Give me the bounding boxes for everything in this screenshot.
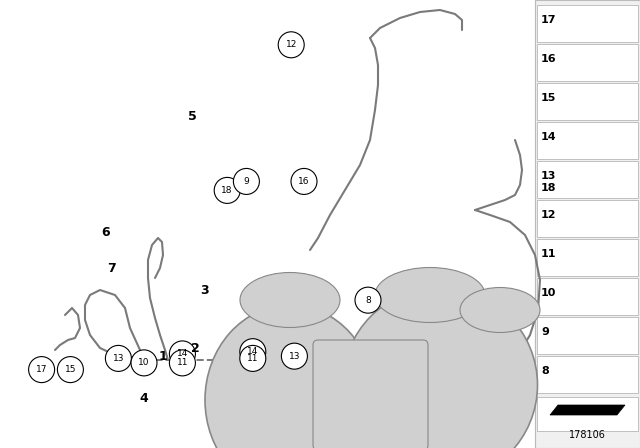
- Bar: [537, 44, 638, 81]
- Text: 15: 15: [541, 93, 556, 103]
- Text: 4: 4: [140, 392, 148, 405]
- Text: 17: 17: [36, 365, 47, 374]
- Circle shape: [240, 345, 266, 371]
- Circle shape: [170, 341, 195, 367]
- Text: 11: 11: [247, 354, 259, 363]
- Bar: [537, 83, 638, 120]
- Bar: [537, 397, 638, 431]
- Text: 9: 9: [541, 327, 549, 337]
- Text: 11: 11: [541, 249, 557, 259]
- Text: 13: 13: [289, 352, 300, 361]
- Circle shape: [240, 339, 266, 365]
- Ellipse shape: [375, 267, 485, 323]
- Bar: [537, 161, 638, 198]
- Circle shape: [355, 287, 381, 313]
- Text: 16: 16: [298, 177, 310, 186]
- Circle shape: [282, 343, 307, 369]
- Text: 11: 11: [177, 358, 188, 367]
- Circle shape: [29, 357, 54, 383]
- Circle shape: [58, 357, 83, 383]
- Bar: [537, 317, 638, 354]
- Text: 14: 14: [247, 347, 259, 356]
- Ellipse shape: [460, 288, 540, 332]
- Bar: [535, 0, 640, 448]
- Text: 15: 15: [65, 365, 76, 374]
- Text: 18: 18: [221, 186, 233, 195]
- Circle shape: [234, 168, 259, 194]
- Bar: [537, 239, 638, 276]
- FancyBboxPatch shape: [313, 340, 428, 448]
- Circle shape: [214, 177, 240, 203]
- Bar: [537, 200, 638, 237]
- Text: 7: 7: [108, 262, 116, 276]
- Text: 178106: 178106: [569, 430, 606, 440]
- Text: 17: 17: [541, 15, 557, 25]
- Text: 13: 13: [541, 171, 556, 181]
- Text: 6: 6: [101, 226, 110, 240]
- Bar: [537, 122, 638, 159]
- Ellipse shape: [342, 288, 538, 448]
- Text: 8: 8: [541, 366, 548, 376]
- Circle shape: [170, 350, 195, 376]
- Text: 18: 18: [541, 183, 557, 193]
- Text: 3: 3: [200, 284, 209, 297]
- Text: 9: 9: [244, 177, 249, 186]
- Text: 5: 5: [188, 110, 196, 123]
- Circle shape: [106, 345, 131, 371]
- Circle shape: [278, 32, 304, 58]
- Polygon shape: [550, 405, 625, 415]
- Text: 1: 1: [159, 349, 168, 363]
- Text: 16: 16: [541, 54, 557, 64]
- Text: 12: 12: [285, 40, 297, 49]
- Ellipse shape: [240, 272, 340, 327]
- Text: 10: 10: [541, 288, 556, 298]
- Text: 8: 8: [365, 296, 371, 305]
- Circle shape: [131, 350, 157, 376]
- Text: 13: 13: [113, 354, 124, 363]
- Text: 10: 10: [138, 358, 150, 367]
- Bar: [537, 356, 638, 393]
- Circle shape: [291, 168, 317, 194]
- Text: 14: 14: [541, 132, 557, 142]
- Bar: [537, 5, 638, 42]
- Text: 14: 14: [177, 349, 188, 358]
- Ellipse shape: [205, 305, 375, 448]
- Text: 2: 2: [191, 342, 200, 355]
- Bar: [537, 278, 638, 315]
- Text: 12: 12: [541, 210, 557, 220]
